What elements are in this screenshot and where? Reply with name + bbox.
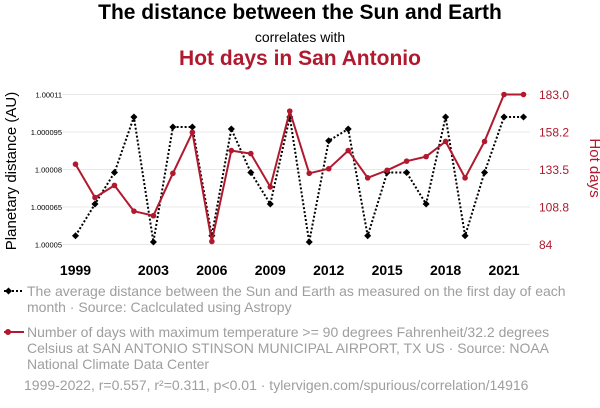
data-point-distance bbox=[344, 125, 352, 133]
data-point-hot-days bbox=[325, 165, 332, 172]
y-tick-right: 108.8 bbox=[539, 201, 569, 215]
data-point-distance bbox=[364, 232, 372, 240]
data-point-hot-days bbox=[364, 175, 371, 181]
y-axis-label-right: Hot days bbox=[586, 138, 600, 197]
data-point-distance bbox=[442, 113, 450, 121]
data-point-hot-days bbox=[111, 182, 118, 189]
data-point-hot-days bbox=[403, 158, 410, 164]
y-tick-right: 183.0 bbox=[539, 88, 569, 102]
y-axis-label-left: Planetary distance (AU) bbox=[3, 92, 20, 250]
x-tick: 2015 bbox=[372, 262, 403, 278]
data-point-distance bbox=[110, 168, 118, 177]
data-point-hot-days bbox=[189, 129, 196, 136]
y-tick-right: 133.5 bbox=[539, 163, 569, 177]
series-group bbox=[71, 91, 528, 246]
legend-marker-solid-dot bbox=[4, 329, 24, 335]
footer-stats: 1999-2022, r=0.557, r²=0.311, p<0.01 · t… bbox=[24, 377, 529, 393]
y-ticks-left: 1.00005 1.000065 1.00008 1.000095 1.00011 bbox=[31, 91, 62, 250]
data-point-hot-days bbox=[209, 238, 215, 245]
x-tick: 2009 bbox=[255, 262, 286, 278]
y-ticks-right: 84 108.8 133.5 158.2 183.0 bbox=[539, 88, 569, 252]
x-tick: 2012 bbox=[313, 262, 344, 278]
y-tick-right: 84 bbox=[539, 238, 553, 252]
data-point-hot-days bbox=[442, 138, 449, 145]
y-tick-left: 1.00008 bbox=[35, 166, 62, 175]
data-point-hot-days bbox=[92, 194, 98, 201]
data-point-hot-days bbox=[131, 208, 137, 214]
x-tick: 2003 bbox=[138, 262, 169, 278]
data-point-hot-days bbox=[72, 161, 79, 167]
data-point-distance bbox=[500, 113, 508, 121]
data-point-distance bbox=[305, 238, 313, 246]
data-point-distance bbox=[422, 200, 430, 208]
y-tick-left: 1.000065 bbox=[31, 203, 62, 212]
data-point-distance bbox=[91, 200, 99, 208]
data-point-distance bbox=[481, 168, 489, 177]
data-point-distance bbox=[227, 125, 235, 133]
legend-marker-dotted-diamond bbox=[4, 287, 24, 295]
data-point-distance bbox=[247, 168, 255, 177]
chart-subtitle: correlates with bbox=[254, 29, 346, 45]
data-point-hot-days bbox=[306, 170, 313, 177]
chart-title: The distance between the Sun and Earth bbox=[98, 1, 502, 24]
data-point-hot-days bbox=[481, 138, 488, 145]
legend-text-hot-days: Number of days with maximum temperature … bbox=[27, 324, 550, 372]
data-point-hot-days bbox=[345, 147, 351, 154]
series-line-hot-days bbox=[74, 93, 524, 243]
data-point-hot-days bbox=[423, 153, 429, 160]
y-tick-left: 1.00011 bbox=[35, 91, 62, 100]
chart-title-secondary: Hot days in San Antonio bbox=[179, 47, 421, 70]
x-ticks: 1999 2003 2006 2009 2012 2015 2018 2021 bbox=[60, 262, 520, 278]
chart-area: Planetary distance (AU) Hot days 1.00005… bbox=[3, 88, 600, 278]
data-point-distance bbox=[519, 113, 528, 121]
x-tick: 2006 bbox=[196, 262, 227, 278]
y-tick-right: 158.2 bbox=[539, 126, 569, 140]
x-tick: 2021 bbox=[488, 262, 519, 278]
data-point-hot-days bbox=[520, 91, 527, 98]
data-point-hot-days bbox=[267, 184, 274, 190]
x-tick: 1999 bbox=[60, 262, 91, 278]
data-point-distance bbox=[71, 232, 80, 240]
data-point-hot-days bbox=[228, 147, 235, 154]
x-tick: 2018 bbox=[430, 262, 461, 278]
data-point-hot-days bbox=[462, 175, 468, 181]
data-point-distance bbox=[461, 232, 469, 240]
data-point-hot-days bbox=[248, 150, 254, 157]
data-point-distance bbox=[149, 238, 157, 246]
data-point-hot-days bbox=[150, 212, 157, 219]
series-line-distance bbox=[74, 116, 524, 243]
data-point-distance bbox=[169, 123, 177, 131]
legend-text-distance: The average distance between the Sun and… bbox=[27, 283, 566, 315]
y-tick-left: 1.000095 bbox=[31, 128, 62, 137]
data-point-hot-days bbox=[286, 108, 293, 114]
data-point-distance bbox=[188, 123, 196, 131]
data-point-distance bbox=[325, 137, 333, 145]
y-tick-left: 1.00005 bbox=[35, 241, 62, 250]
data-point-distance bbox=[403, 168, 411, 177]
data-point-hot-days bbox=[384, 167, 390, 174]
data-point-distance bbox=[130, 113, 138, 121]
data-point-hot-days bbox=[501, 91, 507, 98]
data-point-hot-days bbox=[170, 170, 176, 177]
data-point-distance bbox=[266, 200, 274, 208]
